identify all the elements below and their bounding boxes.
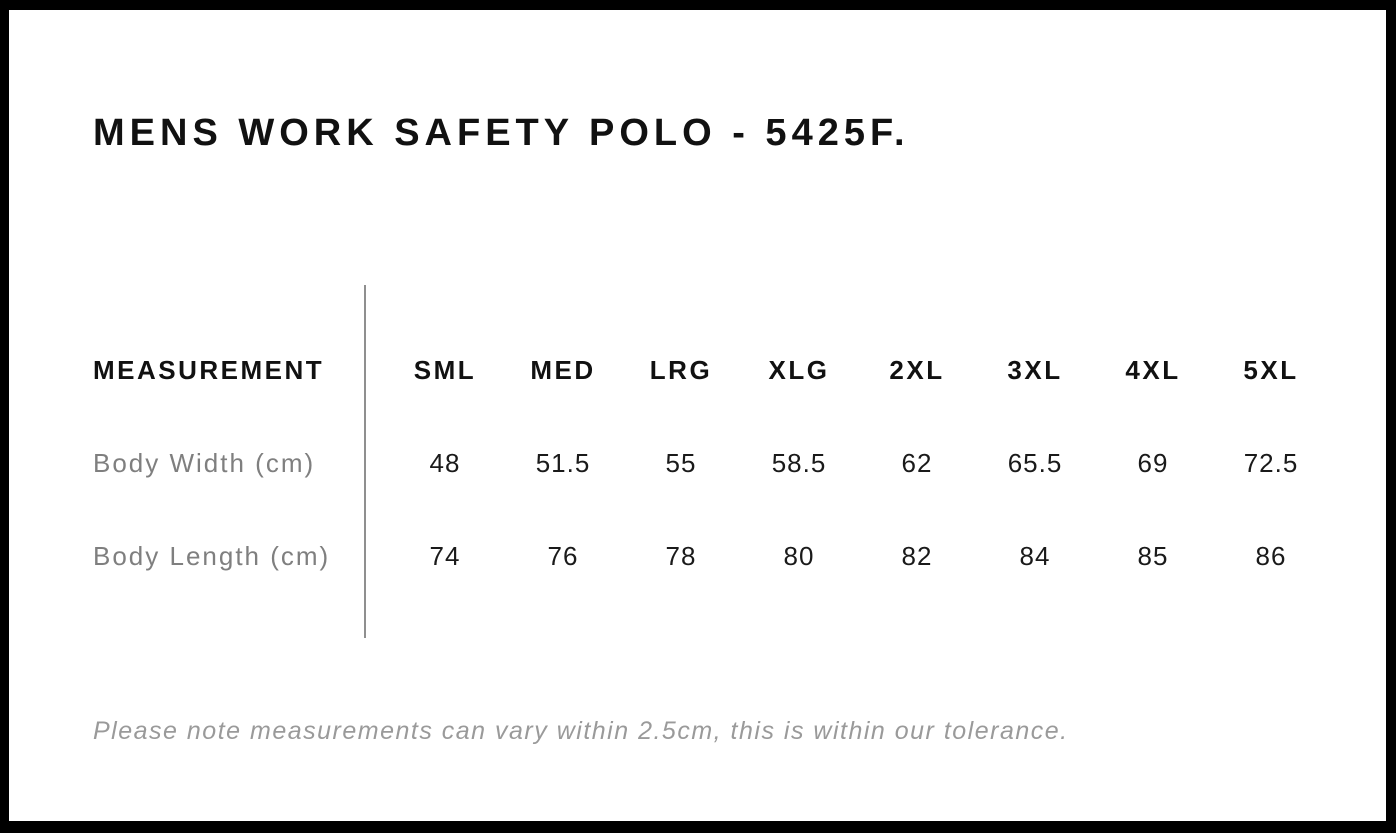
row-value-cells: 74 76 78 80 82 84 85 86 [386, 541, 1330, 572]
value-cell: 74 [429, 541, 461, 571]
value-cell: 80 [783, 541, 815, 571]
size-header-xlg: XLG [768, 355, 830, 385]
value-cell: 76 [547, 541, 579, 571]
table-row-body-length: Body Length (cm) 74 76 78 80 82 84 85 86 [93, 510, 1330, 603]
row-label: Body Length (cm) [93, 541, 331, 571]
value-cell: 55 [665, 448, 697, 478]
value-cell: 85 [1137, 541, 1169, 571]
vertical-divider [364, 285, 366, 638]
value-cell: 65.5 [1007, 448, 1063, 478]
value-cell: 82 [901, 541, 933, 571]
value-cell: 58.5 [771, 448, 827, 478]
size-guide-page: MENS WORK SAFETY POLO - 5425F. MEASUREME… [9, 10, 1386, 821]
value-cell: 72.5 [1243, 448, 1299, 478]
size-header-cells: SML MED LRG XLG 2XL 3XL 4XL 5XL [386, 355, 1330, 386]
size-header-2xl: 2XL [889, 355, 945, 385]
table-row-body-width: Body Width (cm) 48 51.5 55 58.5 62 65.5 … [93, 417, 1330, 510]
page-title: MENS WORK SAFETY POLO - 5425F. [93, 112, 910, 154]
value-cell: 62 [901, 448, 933, 478]
value-cell: 51.5 [535, 448, 591, 478]
row-label: Body Width (cm) [93, 448, 316, 478]
size-chart-table: MEASUREMENT SML MED LRG XLG 2XL 3XL 4XL … [93, 285, 1330, 603]
value-cell: 48 [429, 448, 461, 478]
value-cell: 69 [1137, 448, 1169, 478]
value-cell: 84 [1019, 541, 1051, 571]
size-header-4xl: 4XL [1125, 355, 1181, 385]
size-header-3xl: 3XL [1007, 355, 1063, 385]
tolerance-footnote: Please note measurements can vary within… [93, 717, 1069, 745]
table-header-row: MEASUREMENT SML MED LRG XLG 2XL 3XL 4XL … [93, 324, 1330, 417]
size-header-med: MED [530, 355, 596, 385]
row-value-cells: 48 51.5 55 58.5 62 65.5 69 72.5 [386, 448, 1330, 479]
size-header-lrg: LRG [649, 355, 713, 385]
size-header-sml: SML [413, 355, 477, 385]
size-header-5xl: 5XL [1243, 355, 1299, 385]
value-cell: 86 [1255, 541, 1287, 571]
value-cell: 78 [665, 541, 697, 571]
measurement-column-header: MEASUREMENT [93, 355, 325, 385]
